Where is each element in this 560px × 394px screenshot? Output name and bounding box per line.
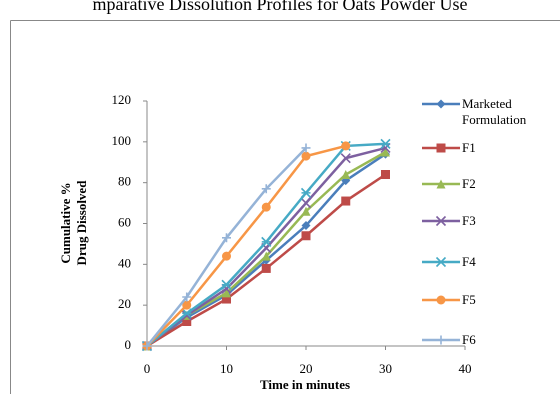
legend-label: Marketed Formulation [462,96,527,127]
x-tick-label: 0 [144,361,151,376]
marker [261,184,271,194]
marker [436,335,446,345]
legend-label: F3 [462,213,476,228]
marker [261,236,272,247]
marker [222,251,231,261]
marker [261,202,271,212]
legend-icon [422,99,460,109]
marker [301,151,311,161]
marker [221,279,232,290]
marker [340,153,351,164]
marker [181,308,192,319]
chart-title: mparative Dissolution Profiles for Oats … [93,0,468,14]
legend-entry: F2 [420,176,552,192]
marker [436,179,446,189]
marker [301,206,311,216]
marker [182,292,192,302]
legend-icon [422,179,460,189]
legend-label: F1 [462,140,476,155]
x-tick-label: 10 [220,361,233,376]
marker [222,288,231,298]
marker [301,143,311,153]
marker [261,251,271,261]
legend-label: F4 [462,254,476,269]
legend-icon [422,256,460,268]
y-tick-label: 120 [112,92,132,107]
marker [436,295,446,305]
x-axis-title: Time in minutes [260,377,350,392]
legend-label: F5 [462,292,476,307]
marker [222,233,231,243]
x-tick-label: 40 [459,361,472,376]
x-tick-label: 30 [379,361,392,376]
y-tick-label: 20 [118,296,131,311]
marker [436,143,446,153]
legend-entry: Marketed Formulation [420,96,552,128]
legend-entry: F5 [420,292,552,308]
legend-entry: F4 [420,254,552,270]
y-axis-title: Cumulative % Drug Dissolved [58,180,89,266]
marker [341,170,351,179]
marker [182,317,192,326]
marker [381,170,390,179]
legend-entry: F1 [420,140,552,156]
y-axis-title-line: Cumulative % [58,182,73,263]
marker [301,231,311,241]
marker [341,141,351,151]
marker [435,256,447,268]
legend-entry: F6 [420,332,552,348]
y-axis-title-line: Drug Dissolved [74,180,89,266]
marker [222,294,231,304]
marker [381,147,390,157]
y-tick-label: 80 [118,174,131,189]
marker [261,263,271,273]
marker [436,99,446,109]
marker [341,196,351,206]
marker [182,300,192,310]
y-tick-label: 0 [125,337,132,352]
x-tick-label: 20 [300,361,313,376]
legend-icon [422,295,460,305]
series-line [146,144,347,347]
legend-label: F6 [462,332,476,347]
marker [435,215,447,227]
marker [300,198,312,209]
legend-entry: F3 [420,213,552,229]
legend-icon [422,143,460,153]
series-line [146,142,386,347]
legend-icon [422,215,460,227]
y-tick-label: 60 [118,214,131,229]
legend-icon [422,335,460,345]
legend-label: F2 [462,176,476,191]
y-tick-label: 100 [112,133,132,148]
marker [380,138,391,149]
legend: Marketed Formulation F1 F2 F3 F4 F5 F6 [420,0,560,394]
y-tick-label: 40 [118,255,131,270]
marker [301,221,311,231]
marker [300,187,312,198]
marker [142,341,152,351]
